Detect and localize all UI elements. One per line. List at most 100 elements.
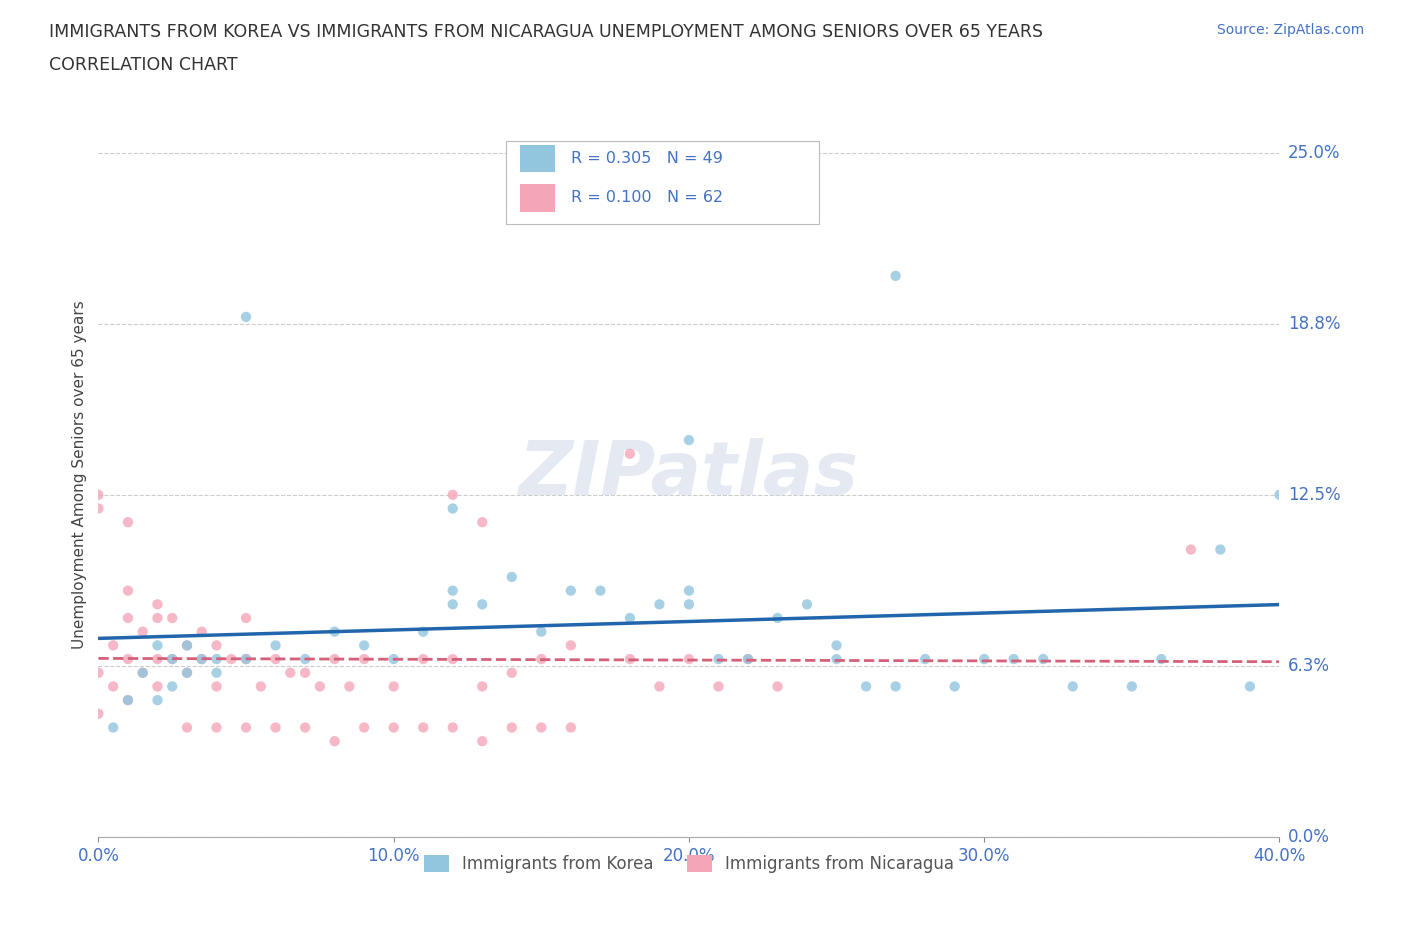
Point [132,665,155,680]
Point [1239,679,1261,694]
Text: ZIPatlas: ZIPatlas [519,438,859,511]
Point [796,597,818,612]
Point [560,583,582,598]
Point [294,665,316,680]
Point [146,652,169,667]
Point [132,665,155,680]
Point [441,583,464,598]
Y-axis label: Unemployment Among Seniors over 65 years: Unemployment Among Seniors over 65 years [72,300,87,649]
Point [501,569,523,584]
Point [382,679,405,694]
Point [323,734,346,749]
Point [146,679,169,694]
Point [294,720,316,735]
Point [737,652,759,667]
Point [884,679,907,694]
Text: 0.0%: 0.0% [1288,828,1330,846]
Point [235,720,257,735]
Point [707,652,730,667]
Point [87,665,110,680]
Point [235,652,257,667]
Point [1268,487,1291,502]
Point [191,652,214,667]
Point [146,693,169,708]
Point [1002,652,1025,667]
Point [264,652,287,667]
Text: 12.5%: 12.5% [1288,485,1340,504]
Point [205,720,228,735]
Point [205,679,228,694]
Point [412,652,434,667]
Text: R = 0.100   N = 62: R = 0.100 N = 62 [571,191,723,206]
Point [146,638,169,653]
Point [87,707,110,722]
Point [339,679,361,694]
Point [1121,679,1143,694]
Point [176,665,198,680]
Text: 6.3%: 6.3% [1288,657,1330,675]
Point [132,624,155,639]
Point [412,720,434,735]
Point [117,652,139,667]
Point [648,679,671,694]
Point [648,597,671,612]
Point [264,720,287,735]
Text: IMMIGRANTS FROM KOREA VS IMMIGRANTS FROM NICARAGUA UNEMPLOYMENT AMONG SENIORS OV: IMMIGRANTS FROM KOREA VS IMMIGRANTS FROM… [49,23,1043,41]
Point [250,679,273,694]
Point [973,652,995,667]
Point [235,310,257,325]
Point [825,638,848,653]
Point [117,583,139,598]
Point [280,665,302,680]
Point [205,665,228,680]
Point [235,611,257,626]
Legend: Immigrants from Korea, Immigrants from Nicaragua: Immigrants from Korea, Immigrants from N… [418,848,960,880]
Point [501,665,523,680]
Point [884,269,907,284]
Point [117,611,139,626]
Point [103,720,125,735]
Point [176,720,198,735]
Point [103,638,125,653]
Point [737,652,759,667]
Point [471,679,494,694]
Point [162,679,183,694]
Point [914,652,936,667]
Point [205,652,228,667]
Point [1209,542,1232,557]
Point [353,720,375,735]
Point [471,597,494,612]
Point [766,679,789,694]
Point [619,611,641,626]
Point [707,679,730,694]
Text: CORRELATION CHART: CORRELATION CHART [49,56,238,73]
Point [382,720,405,735]
Point [441,487,464,502]
Point [103,679,125,694]
Text: 18.8%: 18.8% [1288,314,1340,333]
Point [176,665,198,680]
Point [87,487,110,502]
Point [176,638,198,653]
Point [560,638,582,653]
Point [471,515,494,530]
Point [825,652,848,667]
Point [205,638,228,653]
Point [619,446,641,461]
Point [441,597,464,612]
Point [441,720,464,735]
Point [441,652,464,667]
Point [678,597,700,612]
Point [235,652,257,667]
Point [382,652,405,667]
Point [471,734,494,749]
Point [87,501,110,516]
Bar [506,140,818,224]
Point [353,652,375,667]
Point [501,720,523,735]
Point [943,679,966,694]
Point [191,624,214,639]
Text: R = 0.305   N = 49: R = 0.305 N = 49 [571,151,723,166]
Point [162,652,183,667]
Text: 25.0%: 25.0% [1288,143,1340,162]
